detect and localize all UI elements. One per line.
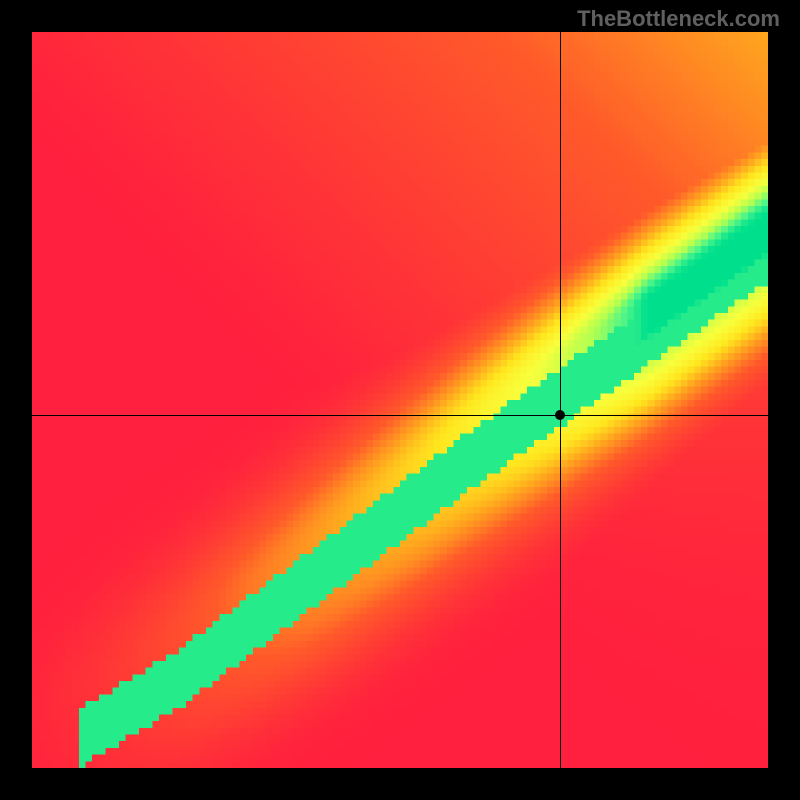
- heatmap-canvas: [32, 32, 768, 768]
- crosshair-horizontal: [32, 415, 768, 416]
- plot-area: [32, 32, 768, 768]
- crosshair-vertical: [560, 32, 561, 768]
- crosshair-marker: [555, 410, 565, 420]
- watermark-text: TheBottleneck.com: [577, 6, 780, 32]
